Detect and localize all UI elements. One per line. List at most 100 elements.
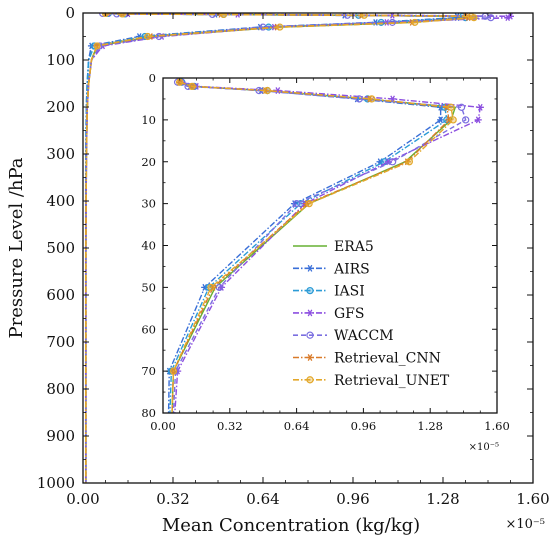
inset-ytick-label-4: 40 bbox=[141, 239, 156, 253]
inset-point-airs-5 bbox=[437, 116, 445, 124]
main-line-airs bbox=[85, 13, 458, 483]
main-point-retrieval-unet-8 bbox=[144, 32, 152, 41]
legend-label-retrieval-unet: Retrieval_UNET bbox=[334, 373, 450, 389]
main-ytick-label-0: 0 bbox=[65, 4, 75, 22]
main-xtick-label-4: 1.28 bbox=[426, 490, 459, 508]
inset-point-gfs-2 bbox=[274, 87, 282, 95]
inset-point-retrieval-unet-7 bbox=[305, 199, 313, 208]
legend-marker-retrieval-unet bbox=[306, 376, 314, 384]
main-point-retrieval-unet-9 bbox=[93, 42, 101, 50]
inset-point-airs-8 bbox=[201, 283, 209, 291]
inset-xtick-label-2: 0.64 bbox=[284, 419, 310, 433]
main-point-waccm-5 bbox=[487, 14, 495, 22]
main-point-waccm-7 bbox=[259, 23, 267, 31]
inset-point-retrieval-unet-8 bbox=[207, 283, 215, 292]
inset-point-retrieval-cnn-6 bbox=[403, 158, 411, 166]
inset-line-retrieval-unet bbox=[171, 81, 454, 413]
inset-xtick-label-4: 1.28 bbox=[417, 419, 443, 433]
main-ytick-label-8: 800 bbox=[46, 380, 75, 398]
inset-point-waccm-5 bbox=[462, 116, 470, 124]
main-line-retrieval-unet bbox=[85, 13, 477, 483]
inset-ytick-label-6: 60 bbox=[141, 322, 156, 336]
legend-marker-airs bbox=[306, 264, 314, 272]
inset-point-waccm-3 bbox=[355, 95, 363, 103]
main-ytick-label-7: 700 bbox=[46, 333, 75, 351]
inset-line-waccm bbox=[172, 81, 467, 413]
main-x-multiplier: ×10⁻⁵ bbox=[505, 517, 545, 532]
inset-point-airs-7 bbox=[290, 200, 299, 208]
main-xtick-label-5: 1.60 bbox=[516, 490, 549, 508]
inset-point-retrieval-cnn-5 bbox=[445, 116, 453, 124]
main-point-retrieval-unet-6 bbox=[411, 18, 419, 26]
inset-ytick-label-3: 30 bbox=[141, 197, 156, 211]
inset-plot: 0.00 0.32 0.64 0.96 1.28 1.60 0 10 20 30 40 50 60 70 8… bbox=[141, 71, 510, 453]
main-xtick-label-1: 0.32 bbox=[156, 490, 189, 508]
inset-point-retrieval-unet-9 bbox=[169, 367, 178, 375]
main-point-gfs-4 bbox=[507, 13, 514, 20]
inset-ytick-label-8: 80 bbox=[141, 406, 156, 420]
inset-x-multiplier: ×10⁻⁵ bbox=[469, 442, 499, 453]
inset-point-gfs-6 bbox=[384, 158, 393, 166]
inset-point-retrieval-unet-3 bbox=[368, 95, 376, 103]
legend-label-airs: AIRS bbox=[333, 261, 370, 277]
inset-point-retrieval-unet-5 bbox=[449, 116, 457, 124]
inset-xtick-label-1: 0.32 bbox=[217, 419, 243, 433]
inset-ytick-label-0: 0 bbox=[149, 71, 156, 85]
inset-ytick-label-2: 20 bbox=[141, 155, 156, 169]
legend-marker-waccm bbox=[306, 331, 314, 339]
inset-point-gfs-9 bbox=[174, 367, 182, 375]
inset-xtick-label-0: 0.00 bbox=[150, 419, 176, 433]
main-ytick-label-2: 200 bbox=[46, 98, 75, 116]
inset-xtick-label-5: 1.60 bbox=[484, 419, 510, 433]
inset-ytick-label-1: 10 bbox=[141, 113, 156, 127]
main-xtick-label-3: 0.96 bbox=[336, 490, 369, 508]
main-series-group bbox=[85, 13, 514, 483]
legend-label-waccm: WACCM bbox=[334, 328, 394, 344]
inset-point-waccm-6 bbox=[388, 158, 397, 166]
inset-ytick-label-7: 70 bbox=[141, 364, 156, 378]
inset-series-group bbox=[165, 78, 484, 413]
legend-label-era5: ERA5 bbox=[334, 239, 374, 255]
inset-point-gfs-3 bbox=[389, 95, 397, 103]
main-ytick-label-3: 300 bbox=[46, 145, 75, 163]
legend-label-iasi: IASI bbox=[334, 284, 365, 300]
legend-marker-iasi bbox=[306, 286, 314, 295]
inset-point-retrieval-unet-6 bbox=[405, 158, 413, 166]
legend-label-gfs: GFS bbox=[334, 306, 365, 322]
inset-xtick-label-3: 0.96 bbox=[351, 419, 377, 433]
inset-point-airs-6 bbox=[376, 158, 384, 166]
main-ytick-label-4: 400 bbox=[46, 192, 75, 210]
main-ytick-label-6: 600 bbox=[46, 286, 75, 304]
main-point-retrieval-unet-7 bbox=[276, 23, 284, 31]
inset-point-gfs-5 bbox=[474, 116, 482, 124]
main-ytick-label-5: 500 bbox=[46, 239, 75, 257]
inset-point-retrieval-cnn-8 bbox=[209, 283, 217, 291]
inset-point-waccm-4 bbox=[457, 103, 466, 111]
main-point-airs-8 bbox=[135, 33, 143, 40]
inset-legend: ERA5 AIRS IASI GFS WACCM Retrieval_CNN Retriev… bbox=[293, 239, 450, 389]
main-ytick-label-9: 900 bbox=[46, 427, 75, 445]
inset-point-retrieval-unet-1 bbox=[188, 82, 196, 91]
main-ytick-label-10: 1000 bbox=[37, 474, 75, 492]
main-point-gfs-5 bbox=[504, 14, 512, 22]
inset-point-waccm-7 bbox=[292, 199, 301, 208]
inset-point-gfs-4 bbox=[476, 103, 484, 111]
main-x-axis-title: Mean Concentration (kg/kg) bbox=[162, 515, 420, 536]
inset-point-retrieval-cnn-3 bbox=[366, 95, 374, 103]
main-point-retrieval-unet-1 bbox=[118, 13, 126, 18]
inset-point-airs-9 bbox=[165, 367, 173, 375]
inset-ytick-label-5: 50 bbox=[141, 280, 156, 294]
inset-point-airs-4 bbox=[437, 103, 445, 111]
inset-point-gfs-8 bbox=[217, 283, 226, 291]
main-point-retrieval-cnn-9 bbox=[93, 42, 101, 50]
inset-point-retrieval-unet-2 bbox=[263, 86, 272, 95]
inset-point-retrieval-cnn-7 bbox=[303, 200, 311, 208]
main-xtick-label-2: 0.64 bbox=[246, 490, 279, 508]
inset-background bbox=[163, 78, 497, 413]
main-ytick-label-1: 100 bbox=[46, 51, 75, 69]
legend-marker-gfs bbox=[306, 309, 314, 317]
legend-label-retrieval-cnn: Retrieval_CNN bbox=[334, 351, 441, 367]
main-y-axis-title: Pressure Level /hPa bbox=[6, 157, 27, 338]
